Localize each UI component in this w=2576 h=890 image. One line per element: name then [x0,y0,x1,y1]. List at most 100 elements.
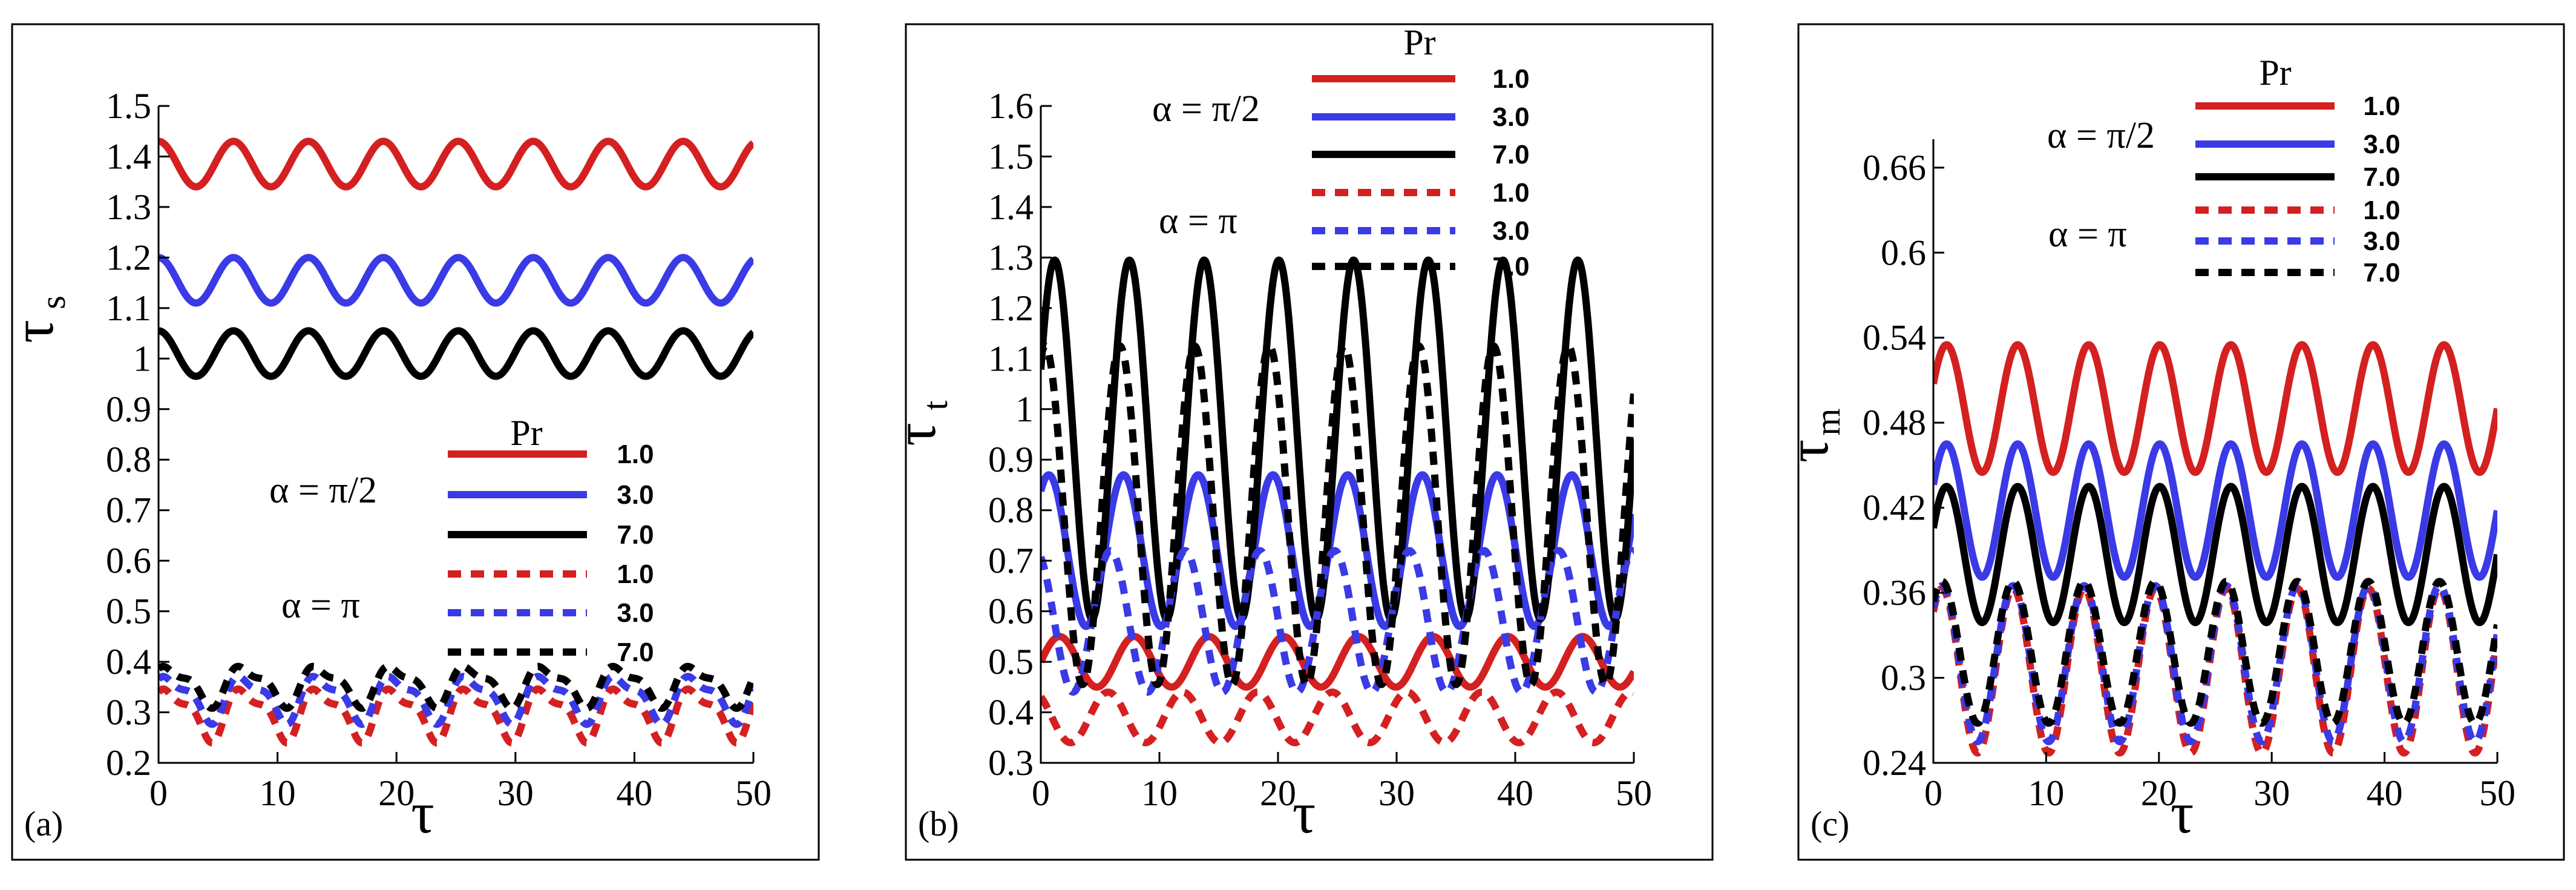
series-line-6 [1933,578,2497,727]
chart-panel-2: 0.3 0.4 0.5 0.6 0.7 0.8 0.9 1 1.1 1.2 1.3 1.4 1.5 1.6… [883,22,1714,861]
series-line-2 [1933,440,2497,581]
series-line-2 [1041,471,1634,630]
panel-label: (b) [918,804,959,843]
panel-label: (a) [24,804,63,843]
series-line-3 [159,327,753,380]
y-tick-label: 0.9 [106,389,151,429]
y-tick-label: 0.5 [988,642,1034,682]
series-line-4 [1933,585,2497,757]
legend-entry-label: 3.0 [2363,226,2400,256]
legend-entry-label: 1.0 [1492,178,1529,208]
x-tick-label: 50 [735,773,772,813]
y-axis-label: τ [1,320,65,343]
y-tick-label: 0.7 [106,490,151,530]
x-tick-label: 40 [1497,773,1533,813]
legend-entry-label: 7.0 [1492,252,1529,282]
y-tick-label: 1.6 [988,86,1034,126]
y-tick-label: 0.4 [106,642,151,682]
panel-frame [1797,23,2565,861]
series-group [1041,256,1634,747]
x-tick-label: 20 [1260,773,1296,813]
panel-label: (c) [1811,804,1849,843]
y-tick-label: 1.3 [988,237,1034,277]
series-group [1933,341,2497,757]
chart-panel-1: 0.2 0.3 0.4 0.5 0.6 0.7 0.8 0.9 1 1.1 1.2 1.3 1.4 1.5… [1,23,820,861]
y-tick-label: 1.3 [106,187,151,227]
legend-group-label: α = π/2 [1152,88,1260,130]
x-tick-label: 50 [1616,773,1652,813]
legend-group-label: α = π [1159,200,1237,242]
y-tick-label: 0.4 [988,693,1034,733]
legend-group-label: α = π [2048,214,2127,255]
series-line-6 [1041,342,1634,688]
legend-entry-label: 7.0 [1492,140,1529,170]
legend-entry-label: 1.0 [2363,196,2400,225]
y-tick-label: 0.9 [988,440,1034,480]
legend-entry-label: 1.0 [617,440,654,469]
y-tick-label: 0.6 [106,541,151,581]
y-tick-label: 1 [1015,389,1034,429]
legend-entry-label: 7.0 [617,638,654,667]
y-tick-label: 0.36 [1863,573,1926,613]
x-tick-label: 0 [149,773,168,813]
y-tick-label: 1.5 [988,136,1034,176]
y-tick-label: 0.7 [988,541,1034,581]
series-line-1 [1041,633,1634,691]
series-line-4 [159,685,753,747]
x-tick-label: 0 [1032,773,1050,813]
y-tick-label: 0.54 [1863,318,1926,358]
y-tick-label: 0.6 [1881,232,1926,272]
legend-entry-label: 1.0 [2363,91,2400,121]
x-tick-label: 20 [378,773,415,813]
series-line-5 [1041,547,1634,696]
x-tick-label: 10 [260,773,296,813]
series-line-4 [1041,688,1634,747]
legend-entry-label: 3.0 [2363,130,2400,159]
axis-lines [1932,139,2497,764]
x-tick-label: 30 [497,773,534,813]
y-tick-label: 0.66 [1863,148,1926,188]
y-tick-label: 1.2 [106,237,151,277]
x-axis-label: τ [1293,780,1316,845]
legend-group-label: α = π/2 [269,470,377,511]
legend-title: Pr [2259,53,2291,93]
y-tick-label: 0.42 [1863,488,1926,528]
series-line-3 [1933,483,2497,627]
x-tick-label: 10 [1141,773,1178,813]
series-line-1 [159,137,753,191]
y-tick-label: 1.2 [988,288,1034,328]
legend: Pr α = π/2 α = π 1.0 3.0 7.0 1.0 3.0 7.0 [269,413,654,667]
y-axis-label-subscript: m [1808,408,1847,435]
legend-title: Pr [1403,22,1435,62]
y-axis-label: τ [1775,440,1840,463]
legend: Pr α = π/2 α = π 1.0 3.0 7.0 1.0 3.0 7.0 [1152,22,1530,282]
legend-group-label: α = π/2 [2047,115,2155,156]
y-tick-label: 0.3 [1881,658,1926,698]
x-axis-label: τ [411,780,434,845]
y-tick-label: 1.4 [988,187,1034,227]
x-tick-label: 10 [2028,773,2064,813]
y-tick-label: 0.48 [1863,403,1926,443]
series-line-1 [1933,341,2497,476]
legend-entry-label: 7.0 [2363,258,2400,288]
y-tick-label: 1.1 [988,338,1034,378]
x-tick-label: 30 [2253,773,2290,813]
legend-entry-label: 7.0 [2363,162,2400,192]
panel-frame [11,23,820,861]
y-tick-label: 0.3 [106,693,151,733]
legend-entry-label: 3.0 [1492,102,1529,132]
legend-entry-label: 3.0 [617,598,654,628]
panel-frame [905,23,1714,861]
legend-group-label: α = π [281,585,360,626]
y-tick-label: 0.5 [106,592,151,631]
y-axis-label-subscript: t [916,400,955,410]
x-axis-label: τ [2171,780,2194,845]
chart-panel-3: 0.24 0.3 0.36 0.42 0.48 0.54 0.6 0.66 0 10 20 30 40 5… [1775,23,2565,861]
series-group [159,137,753,747]
legend-entry-label: 1.0 [1492,64,1529,94]
x-tick-label: 30 [1378,773,1415,813]
legend-entry-label: 7.0 [617,520,654,550]
x-tick-label: 20 [2141,773,2177,813]
y-axis-label: τ [883,423,948,446]
